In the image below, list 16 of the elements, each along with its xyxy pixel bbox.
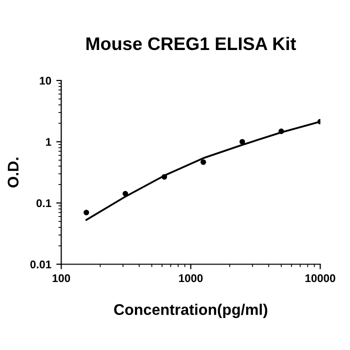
y-tick-label: 0.1 xyxy=(36,199,52,208)
y-tick-label: 1 xyxy=(46,138,52,146)
point xyxy=(200,159,206,165)
point xyxy=(240,138,246,145)
point xyxy=(278,128,284,134)
x-tick-label: 1000 xyxy=(179,274,203,282)
x-tick-label: 10000 xyxy=(306,274,336,282)
point xyxy=(84,210,90,216)
point xyxy=(122,190,128,196)
chart-title: Mouse CREG1 ELISA Kit xyxy=(86,36,296,50)
y-axis-title: O.D. xyxy=(8,158,19,188)
y-tick-label: 10 xyxy=(40,76,52,85)
y-tick-label: 0.01 xyxy=(30,260,52,268)
x-axis-title: Concentration(pg/ml) xyxy=(114,304,268,318)
x-tick-label: 100 xyxy=(52,274,70,282)
point xyxy=(162,174,168,180)
